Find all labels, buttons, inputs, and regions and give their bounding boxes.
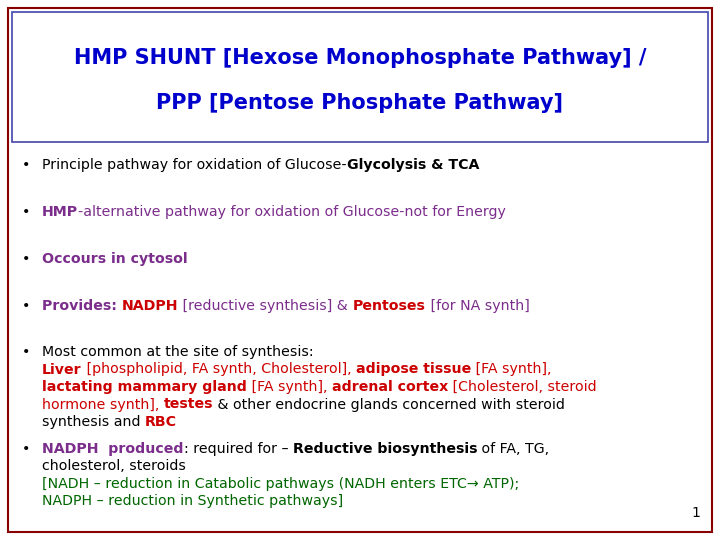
Text: & other endocrine glands concerned with steroid: & other endocrine glands concerned with … [213,397,565,411]
Text: NADPH – reduction in Synthetic pathways]: NADPH – reduction in Synthetic pathways] [42,495,343,509]
Text: cholesterol, steroids: cholesterol, steroids [42,460,186,474]
Text: HMP SHUNT [Hexose Monophosphate Pathway] /: HMP SHUNT [Hexose Monophosphate Pathway]… [73,48,647,68]
Text: adrenal cortex: adrenal cortex [332,380,448,394]
Text: 1: 1 [691,506,700,520]
Text: [reductive synthesis] &: [reductive synthesis] & [179,299,353,313]
Text: •: • [22,299,30,313]
Text: [FA synth],: [FA synth], [247,380,332,394]
Text: -alternative pathway for oxidation of Glucose-not for Energy: -alternative pathway for oxidation of Gl… [78,205,506,219]
Text: •: • [22,345,30,359]
Text: [FA synth],: [FA synth], [471,362,552,376]
Text: Provides:: Provides: [42,299,122,313]
Text: lactating mammary gland: lactating mammary gland [42,380,247,394]
Text: Pentoses: Pentoses [353,299,426,313]
Text: •: • [22,205,30,219]
Text: adipose tissue: adipose tissue [356,362,471,376]
Text: Most common at the site of synthesis:: Most common at the site of synthesis: [42,345,314,359]
Text: of FA, TG,: of FA, TG, [477,442,549,456]
Text: NADPH: NADPH [122,299,179,313]
Text: hormone synth],: hormone synth], [42,397,164,411]
Text: •: • [22,442,30,456]
Text: : required for –: : required for – [184,442,292,456]
Bar [12,12,708,142]
Text: [Cholesterol, steroid: [Cholesterol, steroid [448,380,597,394]
Text: NADPH  produced: NADPH produced [42,442,184,456]
Text: testes: testes [164,397,213,411]
Text: [NADH – reduction in Catabolic pathways (NADH enters ETC→ ATP);: [NADH – reduction in Catabolic pathways … [42,477,519,491]
Text: •: • [22,252,30,266]
Text: Occours in cytosol: Occours in cytosol [42,252,188,266]
Text: synthesis and: synthesis and [42,415,145,429]
Text: Glycolysis & TCA: Glycolysis & TCA [346,158,479,172]
Text: RBC: RBC [145,415,177,429]
Text: HMP: HMP [42,205,78,219]
Text: [phospholipid, FA synth, Cholesterol],: [phospholipid, FA synth, Cholesterol], [81,362,356,376]
Text: [for NA synth]: [for NA synth] [426,299,529,313]
Text: Reductive biosynthesis: Reductive biosynthesis [292,442,477,456]
Text: Liver: Liver [42,362,81,376]
Text: Principle pathway for oxidation of Glucose-: Principle pathway for oxidation of Gluco… [42,158,346,172]
Text: PPP [Pentose Phosphate Pathway]: PPP [Pentose Phosphate Pathway] [156,93,564,113]
Text: •: • [22,158,30,172]
